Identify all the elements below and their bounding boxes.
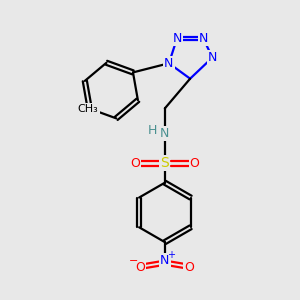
Text: O: O: [130, 157, 140, 170]
Text: +: +: [167, 250, 175, 260]
Text: N: N: [199, 32, 208, 45]
Text: N: N: [172, 32, 182, 45]
Text: H: H: [148, 124, 157, 136]
Text: N: N: [208, 51, 217, 64]
Text: O: O: [190, 157, 200, 170]
Text: N: N: [164, 57, 174, 70]
Text: N: N: [160, 127, 170, 140]
Text: O: O: [136, 262, 146, 275]
Text: N: N: [160, 254, 170, 267]
Text: S: S: [160, 156, 169, 170]
Text: −: −: [129, 256, 138, 266]
Text: CH₃: CH₃: [78, 104, 99, 114]
Text: O: O: [184, 262, 194, 275]
